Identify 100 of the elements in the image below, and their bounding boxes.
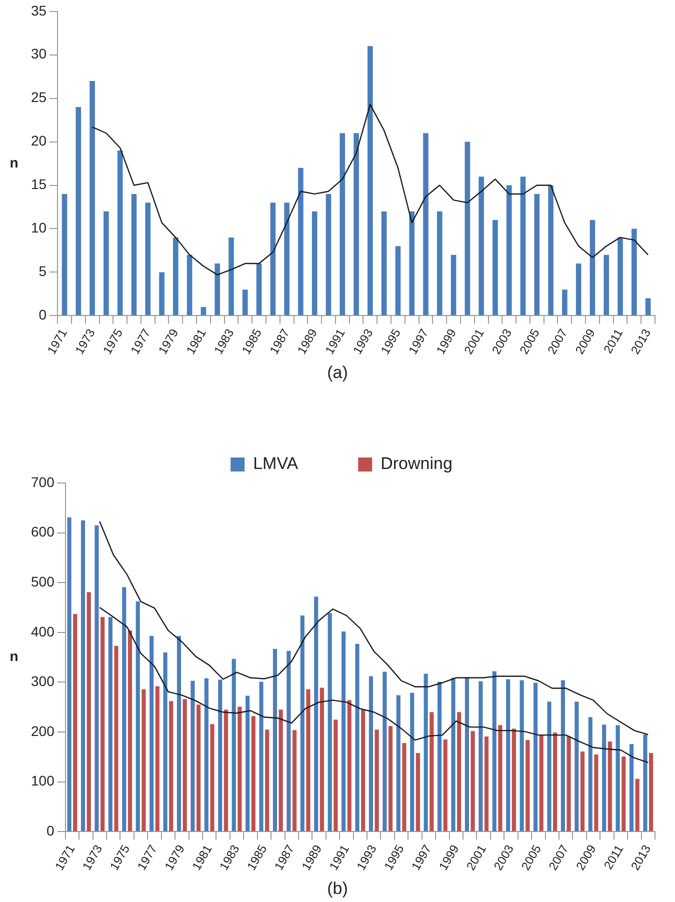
- bar: [402, 743, 406, 832]
- legend-label: LMVA: [253, 454, 299, 474]
- bar: [423, 133, 428, 316]
- bar: [451, 678, 456, 832]
- y-tick-label: 10: [30, 220, 47, 236]
- bar: [214, 264, 220, 316]
- bar: [588, 717, 592, 832]
- bar: [635, 778, 640, 832]
- bar: [464, 677, 470, 832]
- bar: [128, 630, 132, 832]
- bar: [256, 264, 262, 316]
- bar: [590, 220, 596, 316]
- bar: [342, 631, 346, 832]
- bar: [238, 706, 242, 832]
- bar: [169, 701, 174, 832]
- bar: [117, 150, 123, 316]
- bar: [246, 696, 250, 832]
- bar: [520, 176, 526, 316]
- bar: [278, 710, 283, 832]
- bar: [114, 646, 118, 832]
- bar: [374, 730, 379, 832]
- bar: [580, 751, 585, 832]
- text: (a): [326, 362, 349, 384]
- bar: [470, 731, 475, 832]
- bar: [602, 724, 606, 832]
- bar: [155, 686, 160, 832]
- bar: [506, 679, 510, 832]
- bar: [649, 752, 654, 832]
- bar: [574, 702, 579, 832]
- bar: [159, 272, 164, 316]
- y-tick-label: 5: [38, 263, 47, 280]
- bar: [430, 712, 434, 832]
- bar: [210, 724, 214, 832]
- bar: [553, 732, 558, 832]
- bar: [616, 725, 620, 832]
- bar: [608, 742, 612, 832]
- y-tick-label: 200: [31, 722, 55, 739]
- bar: [604, 254, 610, 316]
- bar: [409, 211, 415, 316]
- bar: [395, 246, 401, 316]
- bar: [457, 712, 462, 832]
- bar: [150, 636, 154, 832]
- bar: [176, 636, 182, 832]
- y-tick-label: 300: [31, 673, 55, 690]
- y-tick-label: 25: [30, 89, 47, 106]
- bar: [218, 680, 222, 832]
- bar: [292, 730, 297, 832]
- bar: [492, 671, 496, 832]
- bar: [382, 672, 387, 832]
- bar: [145, 202, 151, 316]
- bar: [62, 194, 68, 316]
- y-tick-label: 20: [30, 132, 47, 149]
- bar: [396, 695, 400, 832]
- bar: [492, 220, 498, 316]
- bar: [534, 194, 540, 316]
- bar: [284, 202, 290, 316]
- bar: [104, 211, 109, 316]
- bar: [436, 211, 442, 316]
- bar: [326, 194, 332, 316]
- bar: [498, 725, 502, 832]
- y-tick-label: 100: [31, 772, 55, 789]
- y-tick-label: 0: [46, 822, 55, 839]
- bar: [464, 142, 470, 316]
- bar: [632, 228, 637, 316]
- bar: [533, 682, 538, 832]
- y-tick-label: 30: [30, 46, 47, 62]
- bar: [547, 702, 552, 832]
- bar: [108, 616, 112, 832]
- bar: [622, 756, 626, 832]
- bar: [190, 680, 195, 832]
- bar: [594, 754, 598, 832]
- bar: [484, 736, 489, 832]
- y-tick-label: 400: [31, 623, 55, 640]
- bar: [272, 648, 278, 832]
- y-tick-label: 700: [31, 474, 55, 490]
- y-axis-title: n: [10, 648, 18, 664]
- bar: [438, 682, 442, 832]
- bar: [90, 80, 95, 316]
- bar: [320, 688, 324, 832]
- bar: [259, 682, 264, 832]
- bar: [136, 602, 140, 832]
- bar: [560, 680, 565, 832]
- bar: [361, 710, 366, 832]
- y-tick-label: 500: [31, 573, 55, 590]
- bar: [196, 704, 201, 832]
- bar: [576, 264, 582, 316]
- bar: [228, 237, 234, 316]
- bar: [381, 211, 387, 316]
- bar: [224, 710, 228, 832]
- bar: [173, 237, 178, 316]
- bar: [347, 700, 352, 832]
- bar: [86, 592, 91, 832]
- bar: [80, 520, 86, 832]
- bar: [270, 202, 276, 316]
- bar: [526, 740, 530, 832]
- bar: [562, 290, 568, 316]
- bar: [300, 616, 304, 832]
- bar: [512, 728, 516, 832]
- bar: [232, 658, 236, 832]
- bar: [388, 726, 393, 832]
